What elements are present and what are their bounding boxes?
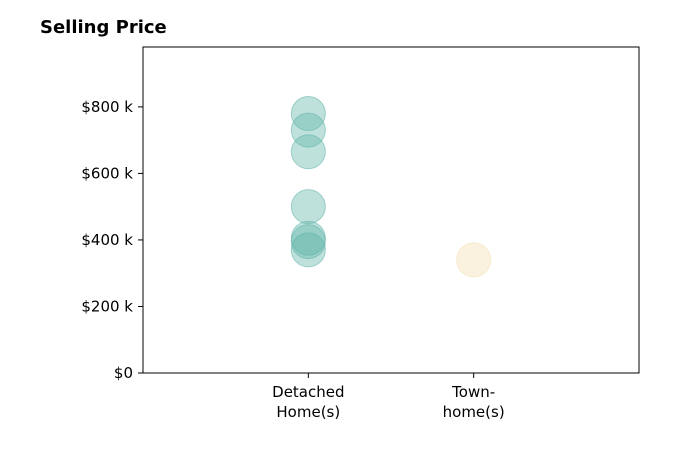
data-point-0-1 <box>290 112 326 148</box>
data-point-0-5 <box>290 224 326 260</box>
plot-frame <box>142 46 640 374</box>
y-axis: $0 $200 k $400 k $600 k $800 k <box>81 98 143 382</box>
x-tick-label-1-line-0: Town- <box>451 383 495 401</box>
data-point-0-2 <box>290 134 326 170</box>
y-tick-label-1: $200 k <box>81 297 133 315</box>
chart-title: Selling Price <box>40 17 167 38</box>
y-tick-label-0: $0 <box>114 364 133 382</box>
x-axis: Detached Home(s) Town-home(s) <box>272 373 505 421</box>
y-tick-label-3: $600 k <box>81 164 133 182</box>
x-tick-label-0-line-1: Home(s) <box>276 403 340 421</box>
points-layer <box>290 96 492 278</box>
data-point-0-3 <box>290 189 326 225</box>
data-point-0-6 <box>290 232 326 268</box>
x-tick-label-1-line-1: home(s) <box>443 403 505 421</box>
y-tick-label-4: $800 k <box>81 98 133 116</box>
data-point-1-0 <box>456 242 492 278</box>
y-tick-label-2: $400 k <box>81 231 133 249</box>
x-tick-label-0-line-0: Detached <box>272 383 344 401</box>
